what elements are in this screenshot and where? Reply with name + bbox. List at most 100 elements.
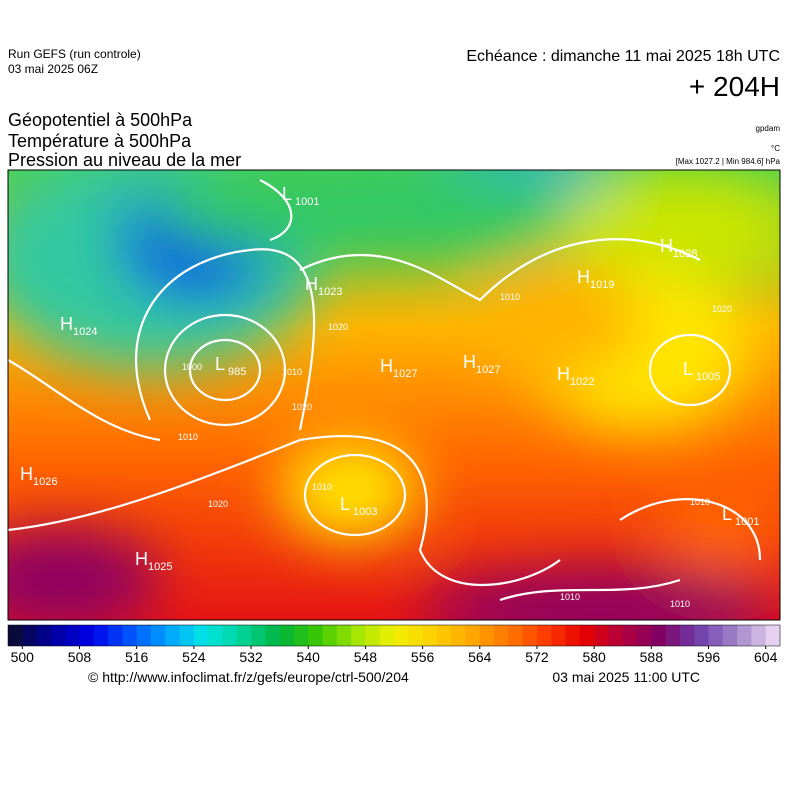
colorbar-swatch — [422, 625, 438, 646]
isobar-label: 1010 — [500, 292, 520, 302]
colorbar-swatch — [737, 625, 752, 646]
center-pressure: 985 — [228, 366, 246, 378]
center-pressure: 1019 — [590, 279, 614, 291]
colorbar-swatch — [122, 625, 138, 646]
isobar-label: 1000 — [182, 362, 202, 372]
colorbar-swatch — [365, 625, 381, 646]
colorbar-swatch — [508, 625, 524, 646]
lead-time: + 204H — [689, 71, 780, 102]
colorbar-swatch — [708, 625, 724, 646]
center-pressure: 1025 — [148, 561, 172, 573]
colorbar-swatch — [479, 625, 495, 646]
valid-time: Echéance : dimanche 11 mai 2025 18h UTC — [466, 48, 780, 65]
colorbar-swatch — [222, 625, 238, 646]
center-kind: L — [683, 359, 693, 379]
center-kind: L — [722, 504, 732, 524]
colorbar-swatch — [751, 625, 767, 646]
colorbar-swatch — [608, 625, 624, 646]
run-date: 03 mai 2025 06Z — [8, 62, 98, 76]
colorbar-swatch — [765, 625, 781, 646]
isobar-label: 1010 — [312, 482, 332, 492]
center-pressure: 1027 — [393, 368, 417, 380]
colorbar-swatch — [251, 625, 266, 646]
center-pressure: 1001 — [735, 516, 759, 528]
isobar-label: 1010 — [690, 497, 710, 507]
colorbar-swatch — [236, 625, 252, 646]
colorbar-swatch — [193, 625, 209, 646]
center-pressure: 1023 — [318, 286, 342, 298]
colorbar-tick-label: 564 — [468, 649, 492, 665]
center-kind: H — [305, 274, 318, 294]
center-kind: L — [282, 184, 292, 204]
isobar-label: 1020 — [328, 322, 348, 332]
run-label: Run GEFS (run controle) — [8, 47, 141, 61]
center-pressure: 1001 — [295, 196, 319, 208]
colorbar-swatch — [279, 625, 295, 646]
colorbar-swatch — [322, 625, 338, 646]
center-kind: H — [463, 352, 476, 372]
source: © http://www.infoclimat.fr/z/gefs/europe… — [88, 669, 409, 685]
isobar-label: 1010 — [282, 367, 302, 377]
colorbar-swatch — [150, 625, 166, 646]
center-kind: H — [135, 549, 148, 569]
colorbar-swatch — [108, 625, 123, 646]
unit-label: [Max 1027.2 | Min 984.6] hPa — [676, 157, 781, 166]
colorbar-tick-label: 524 — [182, 649, 206, 665]
center-pressure: 1027 — [476, 364, 500, 376]
isobar-label: 1020 — [712, 304, 732, 314]
colorbar-swatch — [65, 625, 80, 646]
colorbar-tick-label: 580 — [582, 649, 606, 665]
colorbar-swatch — [50, 625, 66, 646]
center-kind: L — [215, 354, 225, 374]
map-frame — [7, 169, 781, 621]
isobar-label: 1010 — [178, 432, 198, 442]
colorbar-swatch — [308, 625, 324, 646]
colorbar-swatch — [265, 625, 281, 646]
center-kind: H — [380, 356, 393, 376]
isobar-label: 1020 — [292, 402, 312, 412]
colorbar-tick-label: 540 — [297, 649, 321, 665]
colorbar-swatch — [679, 625, 695, 646]
colorbar-swatch — [465, 625, 481, 646]
colorbar-swatch — [551, 625, 567, 646]
colorbar-swatch — [179, 625, 195, 646]
colorbar-swatch — [208, 625, 223, 646]
colorbar-swatch — [379, 625, 395, 646]
center-pressure: 1024 — [73, 326, 97, 338]
colorbar-swatch — [579, 625, 595, 646]
field-title: Géopotentiel à 500hPa — [8, 110, 193, 130]
colorbar-swatch — [536, 625, 552, 646]
colorbar-swatch — [351, 625, 366, 646]
colorbar-swatch — [451, 625, 466, 646]
colorbar-swatch — [336, 625, 352, 646]
colorbar-swatch — [637, 625, 652, 646]
center-kind: H — [557, 364, 570, 384]
colorbar-swatch — [594, 625, 609, 646]
unit-label: gpdam — [756, 124, 781, 133]
colorbar-tick-label: 500 — [11, 649, 35, 665]
center-pressure: 1028 — [673, 248, 697, 260]
isobar-label: 1020 — [208, 499, 228, 509]
center-pressure: 1005 — [696, 371, 720, 383]
center-pressure: 1022 — [570, 376, 594, 388]
colorbar-swatch — [651, 625, 667, 646]
colorbar-tick-label: 604 — [754, 649, 778, 665]
colorbar-swatch — [136, 625, 152, 646]
colorbar-swatch — [436, 625, 452, 646]
colorbar-swatch — [565, 625, 581, 646]
center-kind: H — [60, 314, 73, 334]
colorbar-swatch — [394, 625, 409, 646]
field-title: Pression au niveau de la mer — [8, 150, 241, 170]
colorbar-tick-label: 556 — [411, 649, 435, 665]
colorbar-frame — [7, 624, 781, 647]
colorbar-tick-label: 532 — [239, 649, 263, 665]
colorbar-swatch — [408, 625, 424, 646]
field-title: Température à 500hPa — [8, 131, 192, 151]
colorbar-tick-label: 548 — [354, 649, 378, 665]
colorbar-swatch — [8, 625, 23, 646]
colorbar-swatch — [622, 625, 638, 646]
center-pressure: 1003 — [353, 506, 377, 518]
colorbar-tick-label: 516 — [125, 649, 149, 665]
